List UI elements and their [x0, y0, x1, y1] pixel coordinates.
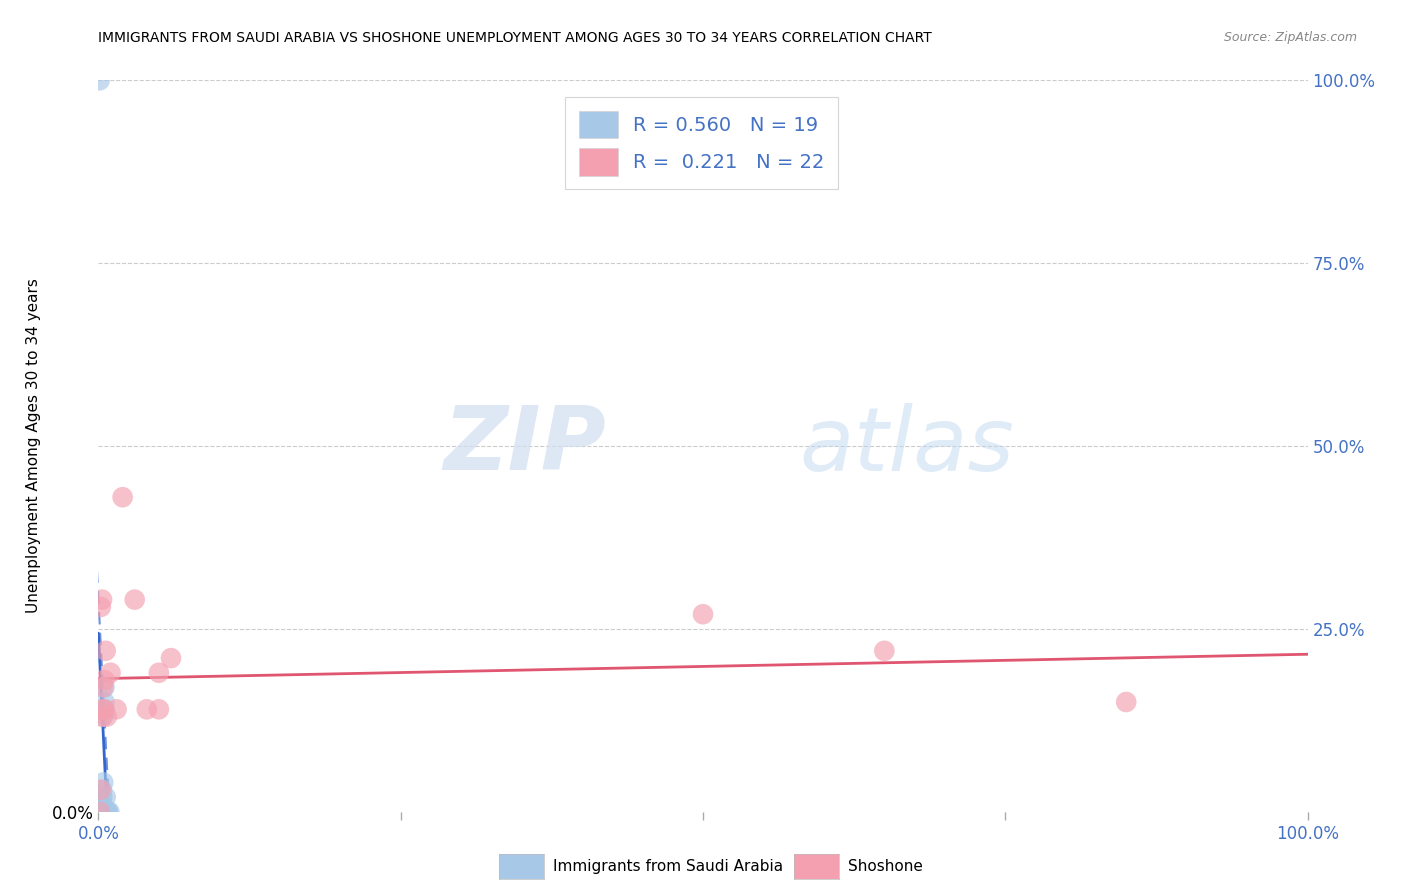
Point — [91, 790, 114, 805]
Text: Source: ZipAtlas.com: Source: ZipAtlas.com — [1223, 31, 1357, 45]
Point — [91, 709, 114, 723]
Text: atlas: atlas — [800, 403, 1015, 489]
Point — [91, 797, 114, 812]
Point — [96, 709, 118, 723]
Point — [91, 775, 114, 789]
Point — [94, 790, 117, 805]
Text: ZIP: ZIP — [443, 402, 606, 490]
Point — [90, 599, 112, 614]
Point — [93, 695, 115, 709]
Point — [1115, 695, 1137, 709]
Point — [93, 702, 115, 716]
Point — [90, 805, 112, 819]
Point — [90, 782, 112, 797]
Point — [98, 805, 121, 819]
Point — [873, 644, 896, 658]
Point — [93, 702, 115, 716]
Point — [91, 709, 114, 723]
Point — [93, 673, 115, 687]
Point — [160, 651, 183, 665]
Point — [148, 665, 170, 680]
Point — [124, 592, 146, 607]
Point — [97, 805, 120, 819]
Point — [96, 805, 118, 819]
Text: IMMIGRANTS FROM SAUDI ARABIA VS SHOSHONE UNEMPLOYMENT AMONG AGES 30 TO 34 YEARS : IMMIGRANTS FROM SAUDI ARABIA VS SHOSHONE… — [98, 31, 932, 45]
Y-axis label: Unemployment Among Ages 30 to 34 years: Unemployment Among Ages 30 to 34 years — [25, 278, 41, 614]
Text: Shoshone: Shoshone — [848, 859, 922, 873]
Point — [100, 665, 122, 680]
Point — [135, 702, 157, 716]
Point — [93, 681, 115, 695]
Point — [96, 805, 118, 819]
Point — [111, 490, 134, 504]
Point — [94, 644, 117, 658]
Point — [91, 790, 114, 805]
Point — [91, 702, 114, 716]
Point — [692, 607, 714, 622]
Point — [94, 805, 117, 819]
Point — [89, 805, 111, 819]
Point — [91, 782, 114, 797]
Point — [91, 681, 114, 695]
Text: Immigrants from Saudi Arabia: Immigrants from Saudi Arabia — [553, 859, 783, 873]
Point — [91, 592, 114, 607]
Point — [90, 797, 112, 812]
Point — [89, 805, 111, 819]
Point — [89, 73, 111, 87]
Point — [105, 702, 128, 716]
Legend: R = 0.560   N = 19, R =  0.221   N = 22: R = 0.560 N = 19, R = 0.221 N = 22 — [565, 97, 838, 189]
Point — [148, 702, 170, 716]
